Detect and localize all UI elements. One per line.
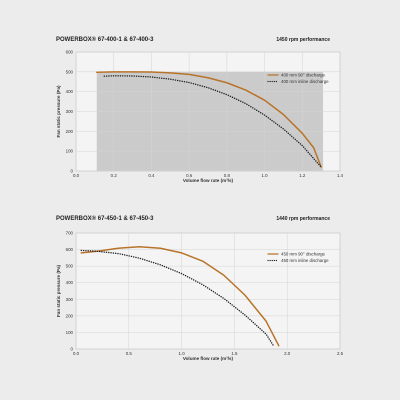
chart-1: POWERBOX® 67-400-1 & 67-400-3 1450 rpm pe… — [56, 36, 344, 183]
y-tick-label: 100 — [66, 330, 74, 335]
chart-2: POWERBOX® 67-450-1 & 67-450-3 1440 rpm pe… — [56, 215, 344, 361]
chart-title: POWERBOX® 67-400-1 & 67-400-3 — [56, 36, 154, 43]
legend-label: 450 mm 90° discharge — [281, 252, 326, 257]
x-tick-label: 0.0 — [73, 173, 80, 178]
series-line-1 — [95, 71, 322, 168]
series-line-1 — [80, 246, 280, 347]
legend-label: 400 mm 90° discharge — [281, 73, 326, 78]
y-tick-label: 100 — [66, 149, 74, 154]
legend-label: 400 mm inline discharge — [281, 79, 329, 84]
y-tick-label: 600 — [66, 247, 74, 252]
x-tick-label: 0.2 — [111, 173, 118, 178]
x-tick-label: 1.5 — [231, 351, 238, 356]
y-tick-label: 600 — [66, 50, 74, 55]
x-tick-label: 0.5 — [126, 351, 133, 356]
x-axis-label: Volume flow rate (m³/s) — [183, 178, 234, 183]
x-tick-label: 2.5 — [337, 351, 344, 356]
legend-label: 450 mm inline discharge — [281, 258, 329, 263]
x-tick-label: 1.4 — [337, 173, 344, 178]
y-tick-label: 400 — [66, 280, 74, 285]
x-tick-label: 2.0 — [284, 351, 291, 356]
series-line-2 — [80, 249, 275, 347]
y-tick-label: 500 — [66, 69, 74, 74]
y-tick-label: 300 — [66, 297, 74, 302]
x-tick-label: 0.8 — [224, 173, 231, 178]
series-line-2 — [103, 75, 322, 168]
y-tick-label: 0 — [71, 347, 74, 352]
x-axis-label: Volume flow rate (m³/s) — [183, 356, 234, 361]
chart-title: POWERBOX® 67-450-1 & 67-450-3 — [56, 215, 154, 222]
y-tick-label: 400 — [66, 89, 74, 94]
x-tick-label: 1.0 — [262, 173, 269, 178]
plot-area — [75, 232, 341, 350]
y-tick-label: 500 — [66, 264, 74, 269]
y-tick-label: 700 — [66, 231, 74, 236]
y-tick-label: 200 — [66, 313, 74, 318]
chart-subtitle: 1450 rpm performance — [276, 37, 330, 43]
y-axis-label: Fan static pressure (Pa) — [56, 85, 61, 138]
y-axis-label: Fan static pressure (Pa) — [56, 264, 61, 317]
x-tick-label: 0.0 — [73, 351, 80, 356]
x-tick-label: 0.6 — [186, 173, 193, 178]
x-tick-label: 1.0 — [179, 351, 186, 356]
x-tick-label: 0.4 — [148, 173, 155, 178]
chart-subtitle: 1440 rpm performance — [276, 216, 330, 222]
shaded-region — [96, 71, 324, 171]
y-tick-label: 300 — [66, 109, 74, 114]
x-tick-label: 1.2 — [299, 173, 306, 178]
y-tick-label: 0 — [71, 169, 74, 174]
y-tick-label: 200 — [66, 129, 74, 134]
